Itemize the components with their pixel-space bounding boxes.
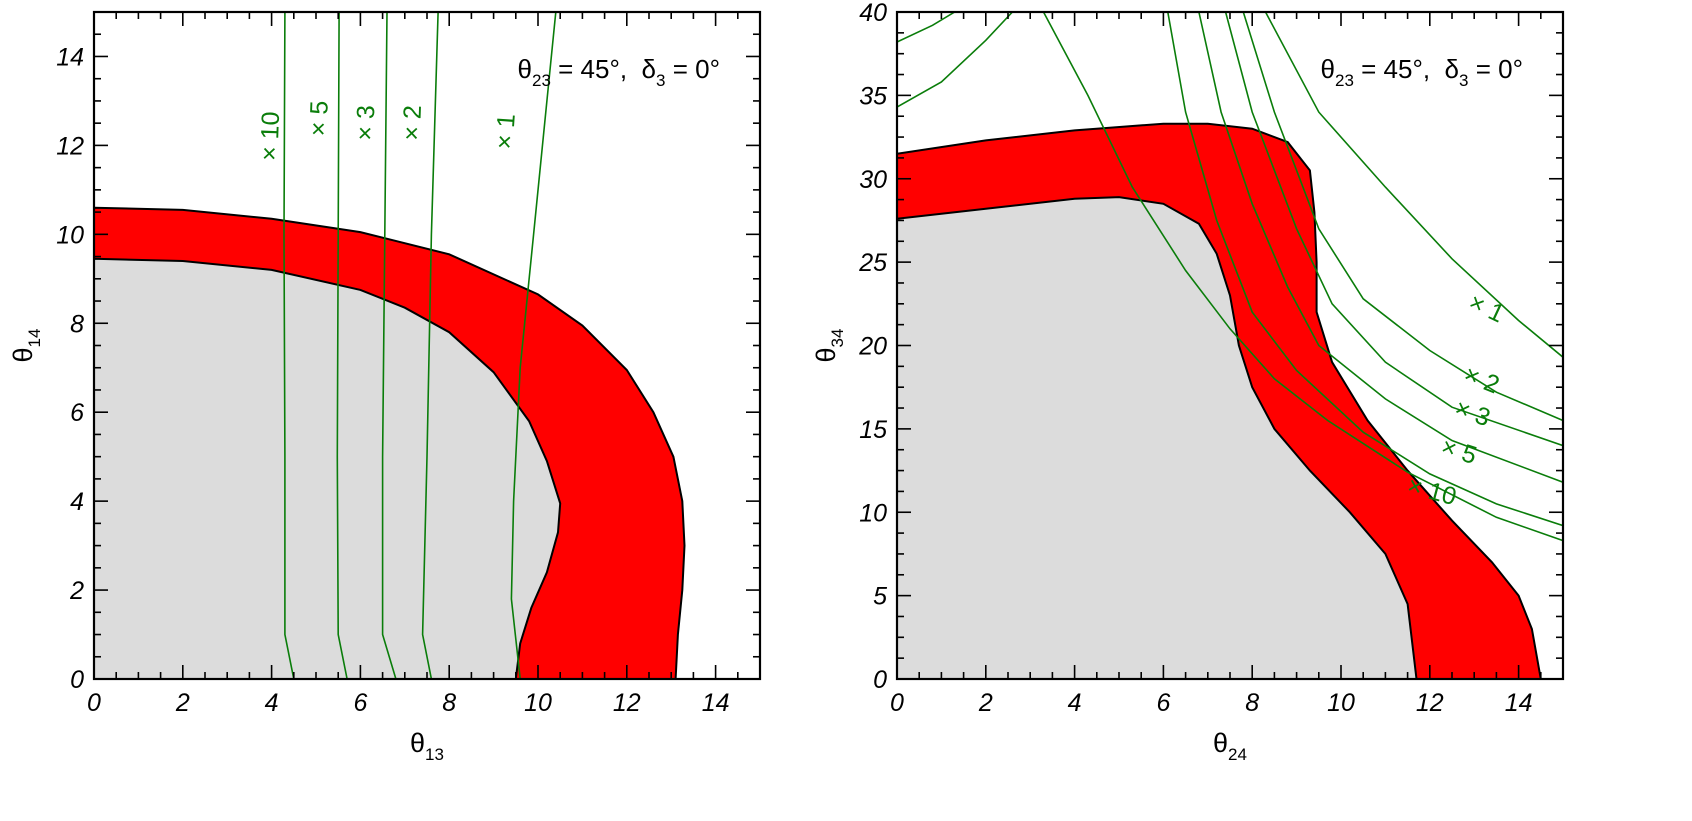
y-tick-label: 0 [70, 666, 84, 694]
y-tick-label: 15 [859, 416, 887, 444]
y-tick-label: 30 [859, 166, 887, 194]
contour-line [283, 12, 295, 679]
x-axis-title: θ13 [410, 728, 444, 764]
x-tick-label: 14 [1505, 689, 1533, 717]
x-tick-label: 6 [353, 689, 367, 717]
contour-line [1167, 12, 1563, 527]
x-tick-label: 14 [702, 689, 730, 717]
y-tick-label: 14 [56, 43, 84, 71]
x-tick-label: 0 [87, 689, 101, 717]
allowed-region [94, 257, 562, 679]
y-tick-label: 8 [70, 310, 84, 338]
x-tick-label: 8 [1245, 689, 1259, 717]
x-tick-label: 8 [442, 689, 456, 717]
contour-label: × 2 [398, 105, 427, 141]
contour-line [1242, 12, 1563, 422]
parameter-annotation: θ23 = 45°, δ3 = 0° [518, 54, 720, 90]
y-tick-label: 10 [56, 221, 84, 249]
y-tick-label: 4 [70, 488, 84, 516]
y-tick-label: 40 [859, 0, 887, 27]
contour-label: × 5 [1438, 432, 1480, 470]
contour-line [1198, 12, 1563, 483]
contour-label: × 3 [351, 105, 380, 141]
x-tick-label: 2 [175, 689, 190, 717]
contour-label: × 5 [304, 100, 333, 136]
x-tick-label: 6 [1156, 689, 1170, 717]
x-tick-label: 0 [890, 689, 904, 717]
contour-line [897, 12, 956, 43]
chart-panel-2: × 1× 2× 3× 5× 100 2 4 6 8 10 12 140510152025303… [811, 0, 1565, 764]
contour-line [897, 12, 1013, 108]
y-tick-label: 35 [859, 82, 887, 110]
y-tick-label: 6 [70, 399, 84, 427]
x-tick-label: 2 [978, 689, 993, 717]
x-tick-label: 10 [1327, 689, 1355, 717]
contour-line [336, 12, 348, 679]
parameter-annotation: θ23 = 45°, δ3 = 0° [1321, 54, 1523, 90]
contour-label: × 2 [1460, 360, 1503, 399]
x-tick-label: 12 [613, 689, 641, 717]
chart-panel-1: × 1 × 2 × 3 × 5 × 10 0 2 4 6 8 10 12 14 0 2 4 6 8 10 12 14 θ1… [8, 10, 762, 764]
y-tick-label: 10 [859, 499, 887, 527]
contour-line [381, 12, 397, 679]
x-tick-label: 10 [524, 689, 552, 717]
contour-label: × 10 [255, 111, 285, 161]
y-tick-label: 0 [873, 666, 887, 694]
contour-line [510, 12, 557, 679]
contour-label: × 3 [1451, 394, 1494, 432]
y-tick-label: 12 [56, 132, 84, 160]
y-tick-label: 20 [858, 333, 887, 361]
y-tick-label: 2 [69, 577, 84, 605]
allowed-region [897, 196, 1418, 679]
x-tick-label: 4 [1068, 689, 1082, 717]
contour-line [1264, 12, 1563, 358]
contour-line [421, 12, 439, 679]
x-tick-label: 12 [1416, 689, 1444, 717]
x-tick-label: 4 [265, 689, 279, 717]
x-axis-title: θ24 [1213, 728, 1247, 764]
contour-label: × 1 [1464, 288, 1508, 328]
contour-label: × 1 [490, 113, 520, 150]
y-axis-title: θ34 [811, 329, 847, 363]
y-tick-label: 5 [873, 583, 887, 611]
y-tick-label: 25 [858, 249, 887, 277]
y-axis-title: θ14 [8, 329, 44, 363]
contour-line [1224, 12, 1563, 447]
contour-line [1042, 12, 1563, 542]
